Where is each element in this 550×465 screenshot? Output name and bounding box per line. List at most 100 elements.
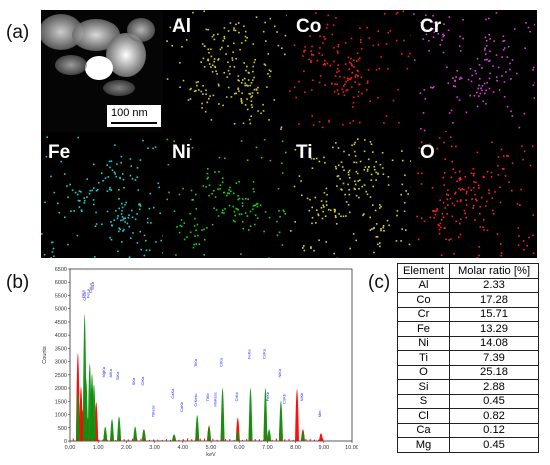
map-dot — [481, 85, 484, 87]
map-dot — [352, 106, 354, 108]
map-dot — [173, 140, 175, 142]
map-dot — [221, 211, 223, 214]
map-dot — [323, 156, 325, 159]
map-dot — [229, 186, 231, 189]
peak-annotation: CaKa — [170, 388, 175, 399]
map-dot — [240, 213, 243, 215]
map-dot — [450, 238, 452, 240]
map-dot — [323, 62, 326, 65]
map-dot — [383, 122, 385, 124]
map-dot — [284, 34, 287, 37]
y-tick-label: 2500 — [55, 373, 67, 379]
map-dot — [324, 63, 326, 66]
map-dot — [223, 191, 226, 194]
cell-element: Mg — [397, 437, 450, 453]
map-dot — [149, 192, 152, 195]
map-dot — [401, 183, 404, 186]
map-dot — [491, 141, 493, 144]
map-dot — [91, 189, 93, 192]
map-dot — [318, 239, 320, 241]
map-dot — [352, 96, 355, 98]
map-dot — [67, 196, 69, 199]
map-dot — [250, 96, 252, 99]
map-dot — [175, 254, 177, 256]
map-dot — [217, 188, 219, 191]
map-dot — [342, 91, 345, 93]
map-dot — [325, 187, 328, 190]
peak-annotation: CrKa — [219, 357, 224, 367]
map-dot — [380, 205, 382, 208]
map-dot — [79, 200, 81, 202]
map-dot — [180, 219, 183, 221]
map-dot — [336, 175, 339, 178]
map-dot — [486, 200, 488, 203]
map-dot — [503, 96, 506, 98]
map-dot — [171, 45, 173, 47]
map-dot — [276, 234, 279, 237]
map-dot — [114, 173, 117, 175]
map-dot — [379, 245, 381, 248]
map-dot — [431, 187, 434, 189]
map-dot — [311, 45, 313, 48]
map-dot — [335, 167, 337, 170]
map-dot — [484, 205, 487, 207]
map-dot — [477, 87, 479, 90]
map-dot — [267, 73, 269, 75]
map-dot — [451, 215, 454, 218]
map-dot — [497, 165, 499, 167]
spectrum-background — [313, 439, 315, 441]
map-dot — [429, 143, 431, 146]
map-dot — [458, 236, 460, 238]
map-dot — [252, 205, 255, 207]
map-dot — [343, 85, 345, 87]
map-dot — [371, 228, 373, 230]
map-dot — [450, 176, 453, 179]
map-dot — [231, 59, 234, 61]
map-dot — [356, 60, 358, 62]
map-dot — [110, 238, 113, 241]
map-dot — [310, 50, 312, 52]
map-dot — [377, 96, 379, 99]
map-dot — [488, 77, 491, 80]
map-dot — [210, 55, 213, 58]
map-dot — [473, 94, 476, 97]
map-dot — [139, 204, 141, 206]
x-tick-label: 3.00 — [149, 445, 160, 451]
peak-annotation: FeKb — [265, 391, 270, 401]
map-dot — [325, 204, 328, 206]
map-dot — [168, 191, 170, 194]
map-dot — [195, 193, 197, 196]
map-dot — [454, 80, 456, 82]
map-dot — [119, 177, 121, 180]
map-dot — [71, 189, 74, 191]
map-dot — [375, 161, 377, 163]
cell-molar-ratio: 17.28 — [449, 292, 539, 308]
map-dot — [219, 184, 222, 186]
map-dot — [451, 202, 454, 205]
map-dot — [317, 213, 319, 216]
peak-annotation: NiKb — [299, 392, 304, 401]
map-dot — [219, 188, 221, 190]
map-dot — [444, 207, 447, 209]
map-dot — [504, 175, 507, 177]
map-dot — [134, 179, 137, 181]
map-dot — [344, 193, 346, 196]
map-dot — [110, 160, 113, 162]
map-dot — [256, 92, 259, 94]
map-dot — [229, 22, 232, 24]
map-dot — [123, 217, 125, 220]
map-dot — [60, 160, 62, 163]
map-dot — [532, 66, 535, 69]
map-dot — [369, 229, 372, 231]
y-tick-label: 4500 — [55, 320, 67, 326]
map-dot — [480, 87, 482, 90]
map-dot — [265, 40, 267, 42]
map-dot — [489, 50, 491, 53]
map-dot — [197, 234, 199, 237]
map-dot — [289, 90, 291, 92]
cell-element: Ca — [397, 422, 450, 438]
map-dot — [43, 253, 46, 256]
map-dot — [360, 39, 362, 41]
map-dot — [344, 42, 347, 44]
map-dot — [499, 186, 501, 189]
